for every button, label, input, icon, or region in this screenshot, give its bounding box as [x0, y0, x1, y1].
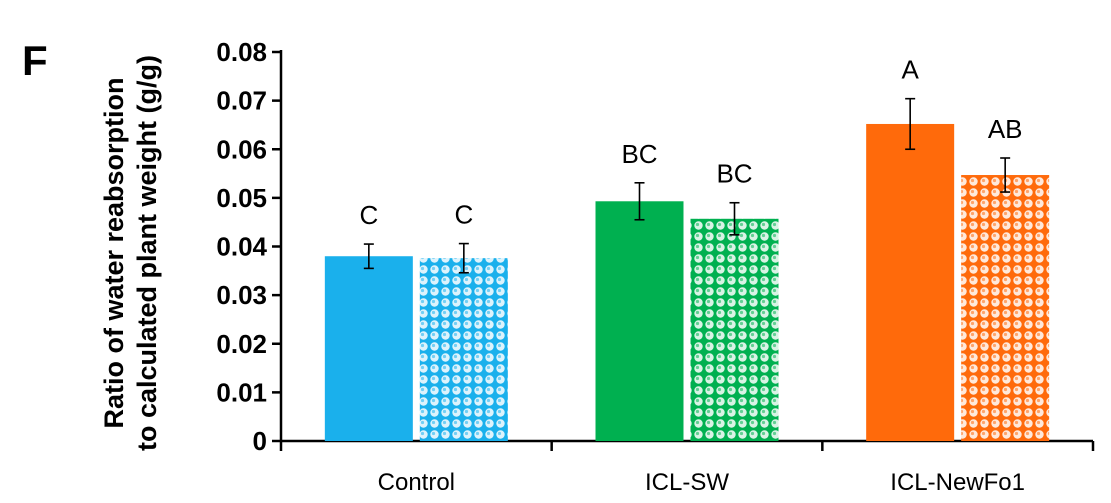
- y-tick-label: 0.04: [216, 232, 267, 262]
- bar: [866, 123, 955, 441]
- error-bars: [363, 97, 1011, 274]
- bar: [419, 258, 508, 441]
- bar: [595, 201, 684, 441]
- y-tick-label: 0.08: [216, 37, 267, 67]
- significance-letter: C: [454, 200, 473, 230]
- bar: [690, 218, 779, 441]
- x-tick-label: ICL-SW: [645, 469, 729, 496]
- significance-letter: BC: [621, 139, 657, 169]
- x-tick-label: ICL-NewFo1: [890, 469, 1025, 496]
- bar: [961, 175, 1050, 442]
- x-tick-labels: Control ICL-SW ICL-NewFo1: [378, 469, 1025, 496]
- x-tick-label: Control: [378, 469, 455, 496]
- significance-letter: AB: [988, 114, 1023, 144]
- axes: [272, 50, 1095, 451]
- y-tick-label: 0.02: [216, 329, 267, 359]
- y-tick-labels: 0 0.01 0.02 0.03 0.04 0.05 0.06 0.07 0.08: [216, 37, 267, 456]
- y-tick-label: 0.07: [216, 86, 267, 116]
- y-axis-label-line-2: to calculated plant weight (g/g): [132, 55, 162, 451]
- significance-letter: A: [901, 55, 919, 85]
- y-tick-label: 0: [253, 426, 267, 456]
- bars: [324, 123, 1050, 442]
- significance-letter: BC: [716, 159, 752, 189]
- panel-label: F: [22, 37, 48, 84]
- y-tick-label: 0.06: [216, 134, 267, 164]
- y-axis-label-line-1: Ratio of water reabsorption: [99, 77, 129, 428]
- y-tick-label: 0.05: [216, 183, 267, 213]
- y-tick-label: 0.03: [216, 280, 267, 310]
- bar: [324, 256, 413, 441]
- significance-letter: C: [359, 200, 378, 230]
- significance-labels: C C BC BC A AB: [359, 55, 1022, 230]
- y-tick-label: 0.01: [216, 377, 267, 407]
